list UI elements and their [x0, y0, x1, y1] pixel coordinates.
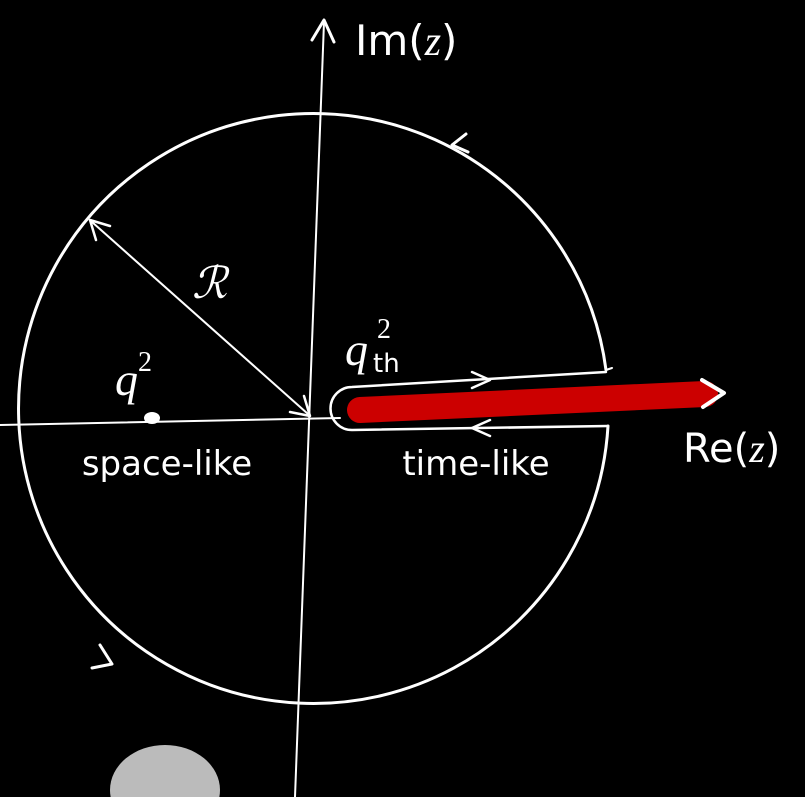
imaginary-axis: [294, 21, 325, 797]
cut-arrow: [700, 378, 726, 409]
blob: [110, 745, 220, 797]
threshold-sub: th: [373, 349, 400, 379]
radius-arrow: [288, 394, 312, 418]
contour-arrow: [470, 370, 492, 390]
contour-tick: [605, 367, 613, 371]
threshold-sup: 2: [377, 314, 391, 345]
re-label: Re(z): [683, 426, 780, 472]
threshold-label: q: [345, 324, 368, 375]
keyhole: [329, 370, 610, 432]
radius-arrow: [88, 218, 112, 242]
radius-label: ℛ: [192, 259, 230, 308]
imaginary-arrow: [310, 18, 336, 44]
contour-arrow: [470, 418, 492, 438]
time-like-label: time-like: [402, 444, 549, 484]
contour-arrow: [90, 643, 114, 670]
point-marker: [144, 412, 160, 424]
real-axis: [0, 417, 341, 426]
contour-arrow: [450, 132, 470, 154]
point-label: q2: [115, 347, 152, 405]
im-label: Im(z): [355, 16, 457, 65]
space-like-label: space-like: [82, 444, 252, 484]
branch-cut: [347, 381, 718, 423]
outer-contour: [17, 111, 610, 705]
radius-line: [91, 221, 309, 415]
